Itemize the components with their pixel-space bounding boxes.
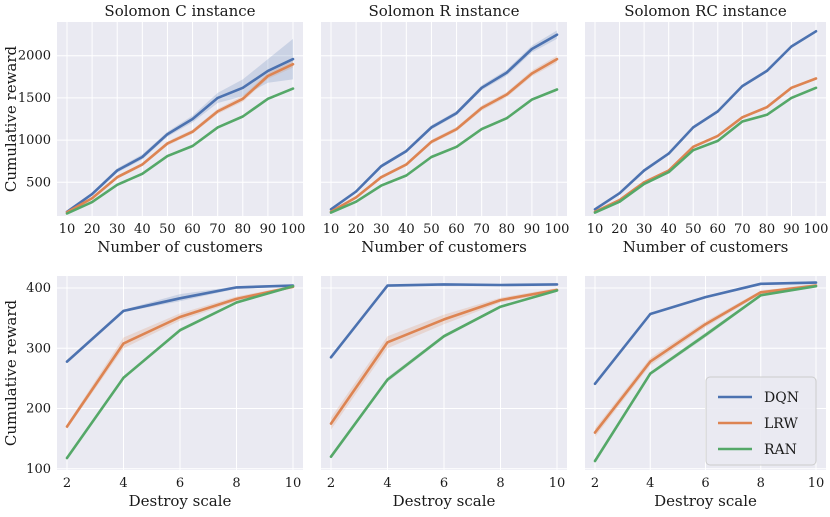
x-tick-label: 100	[545, 222, 570, 237]
y-tick-label: 1500	[18, 91, 51, 106]
x-tick-label: 20	[84, 222, 101, 237]
x-tick-label: 20	[348, 222, 365, 237]
x-tick-label: 20	[611, 222, 628, 237]
x-tick-label: 10	[587, 222, 604, 237]
x-tick-label: 10	[549, 476, 566, 491]
x-tick-label: 6	[176, 476, 184, 491]
x-tick-label: 50	[685, 222, 702, 237]
x-tick-label: 10	[323, 222, 340, 237]
x-axis-label: Destroy scale	[654, 492, 757, 510]
legend-frame	[705, 376, 817, 466]
x-tick-label: 8	[757, 476, 765, 491]
series-line-ran	[329, 289, 559, 459]
x-tick-label: 40	[134, 222, 151, 237]
y-tick-label: 100	[26, 462, 51, 477]
x-tick-label: 100	[804, 222, 829, 237]
series-line-dqn	[65, 284, 295, 363]
x-tick-label: 30	[636, 222, 653, 237]
x-tick-label: 30	[109, 222, 126, 237]
panel-title: Solomon R instance	[369, 2, 520, 20]
x-tick-label: 10	[285, 476, 302, 491]
panel-top-middle: 10 20 30 40 50 60 70 80 90 100 Solomon R instance N…	[321, 2, 569, 256]
series-line-lrw	[65, 285, 295, 428]
x-axis-label: Destroy scale	[129, 492, 232, 510]
panel-title: Solomon RC instance	[624, 2, 787, 20]
x-tick-label: 6	[440, 476, 448, 491]
legend: DQN LRW RAN	[705, 376, 817, 466]
x-tick-label: 50	[423, 222, 440, 237]
x-tick-label: 40	[660, 222, 677, 237]
x-tick-label: 2	[591, 476, 599, 491]
x-tick-label: 70	[734, 222, 751, 237]
y-tick-label: 500	[26, 175, 51, 190]
x-tick-label: 70	[473, 222, 490, 237]
series-line-ran	[593, 86, 818, 214]
x-tick-label: 2	[327, 476, 335, 491]
panel-title: Solomon C instance	[104, 2, 255, 20]
x-tick-label: 8	[232, 476, 240, 491]
y-tick-label: 300	[26, 341, 51, 356]
x-tick-label: 60	[710, 222, 727, 237]
x-axis-label: Number of customers	[361, 238, 527, 256]
legend-label-lrw: LRW	[764, 416, 799, 432]
series-line-dqn	[593, 29, 818, 211]
x-tick-label: 10	[59, 222, 76, 237]
x-axis-label: Number of customers	[97, 238, 263, 256]
series-line-lrw	[593, 77, 818, 214]
x-axis-label: Number of customers	[623, 238, 789, 256]
confidence-band-lrw	[67, 285, 293, 429]
series-line-ran	[329, 88, 559, 214]
x-tick-label: 90	[524, 222, 541, 237]
x-tick-label: 4	[119, 476, 127, 491]
x-tick-label: 30	[373, 222, 390, 237]
x-tick-label: 10	[808, 476, 825, 491]
x-tick-label: 50	[159, 222, 176, 237]
x-tick-label: 80	[499, 222, 516, 237]
x-axis-label: Destroy scale	[393, 492, 496, 510]
legend-label-dqn: DQN	[764, 390, 799, 406]
panel-top-left: 10 20 30 40 50 60 70 80 90 100 500 1000 1500 2000 Solo…	[2, 2, 305, 256]
x-tick-label: 40	[398, 222, 415, 237]
series-line-dqn	[65, 57, 295, 214]
x-tick-label: 4	[383, 476, 391, 491]
y-axis-label: Cumulative reward	[2, 299, 20, 446]
confidence-band-dqn	[67, 284, 293, 363]
x-tick-label: 80	[759, 222, 776, 237]
series-line-dqn	[329, 33, 559, 211]
x-tick-label: 90	[260, 222, 277, 237]
x-tick-label: 80	[235, 222, 252, 237]
x-tick-label: 8	[496, 476, 504, 491]
y-tick-label: 1000	[18, 133, 51, 148]
y-tick-label: 2000	[18, 49, 51, 64]
x-tick-label: 100	[281, 222, 306, 237]
y-axis-label: Cumulative reward	[2, 45, 20, 192]
x-tick-label: 6	[701, 476, 709, 491]
x-tick-label: 90	[783, 222, 800, 237]
x-tick-label: 2	[63, 476, 71, 491]
series-line-lrw	[65, 62, 295, 214]
series-line-ran	[65, 284, 295, 460]
legend-label-ran: RAN	[764, 442, 797, 458]
x-tick-label: 60	[448, 222, 465, 237]
x-tick-label: 70	[209, 222, 226, 237]
x-tick-label: 4	[646, 476, 654, 491]
plot-background	[57, 22, 303, 216]
series-line-lrw	[593, 284, 818, 434]
series-line-dqn	[593, 281, 818, 386]
series-line-ran	[593, 284, 818, 463]
series-line-lrw	[329, 57, 559, 214]
y-tick-label: 400	[26, 281, 51, 296]
series-line-lrw	[329, 288, 559, 425]
panel-top-right: 10 20 30 40 50 60 70 80 90 100 Solomon RC instance…	[585, 2, 828, 256]
x-tick-label: 60	[184, 222, 201, 237]
panel-bottom-middle: 2 4 6 8 10 Destroy scale	[321, 276, 567, 510]
y-tick-label: 200	[26, 402, 51, 417]
series-line-dqn	[329, 283, 559, 359]
series-line-ran	[65, 87, 295, 215]
panel-bottom-left: 2 4 6 8 10 100 200 300 400 Destroy scale Cumulativ…	[2, 276, 303, 510]
